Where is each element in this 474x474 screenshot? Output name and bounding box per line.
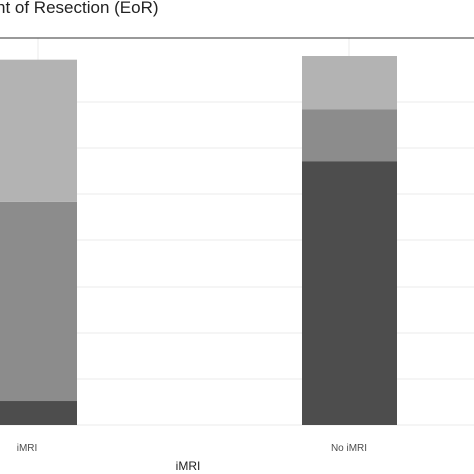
x-tick-label-no-imri: No iMRI bbox=[331, 443, 367, 454]
bar-imri-segment-2 bbox=[0, 201, 77, 402]
bar-imri-segment-3 bbox=[0, 59, 77, 202]
bar-no-imri-segment-1 bbox=[302, 161, 397, 426]
bar-imri-segment-1 bbox=[0, 401, 77, 425]
x-tick-label-imri: iMRI bbox=[17, 443, 38, 454]
x-axis-title: iMRI bbox=[176, 459, 201, 473]
chart-title: nt of Resection (EoR) bbox=[0, 0, 159, 17]
bar-no-imri-segment-3 bbox=[302, 56, 397, 110]
bar-no-imri-segment-2 bbox=[302, 109, 397, 162]
bars bbox=[0, 56, 397, 426]
x-tick-labels: iMRI No iMRI bbox=[17, 443, 367, 454]
